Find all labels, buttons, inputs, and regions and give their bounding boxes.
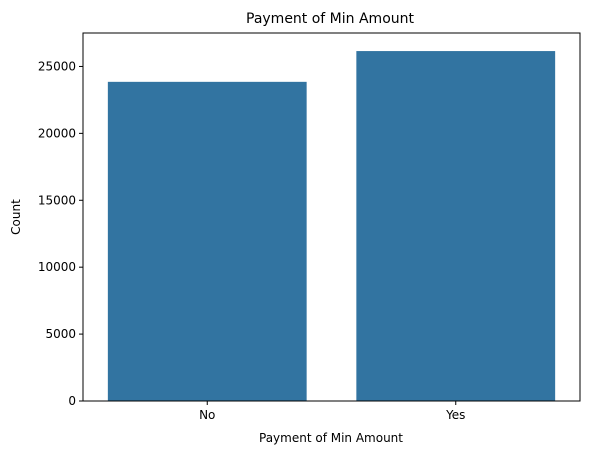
- y-tick-label: 5000: [45, 327, 76, 341]
- x-axis-label: Payment of Min Amount: [259, 431, 403, 445]
- plot-frame: [82, 32, 581, 402]
- y-axis: 0 5000 10000 15000 20000 25000: [38, 59, 83, 408]
- bars-group: [107, 51, 556, 402]
- y-tick-label: 10000: [38, 260, 76, 274]
- y-tick-label: 20000: [38, 126, 76, 140]
- x-tick-label: Yes: [445, 408, 465, 422]
- y-tick-label: 0: [68, 394, 76, 408]
- y-tick-label: 15000: [38, 193, 76, 207]
- chart-title: Payment of Min Amount: [246, 11, 415, 27]
- y-tick-label: 25000: [38, 59, 76, 73]
- x-axis: No Yes: [199, 401, 465, 422]
- x-tick-label: No: [199, 408, 215, 422]
- y-axis-label: Count: [9, 199, 23, 235]
- bar-no: [107, 81, 307, 402]
- bar-yes: [356, 51, 556, 401]
